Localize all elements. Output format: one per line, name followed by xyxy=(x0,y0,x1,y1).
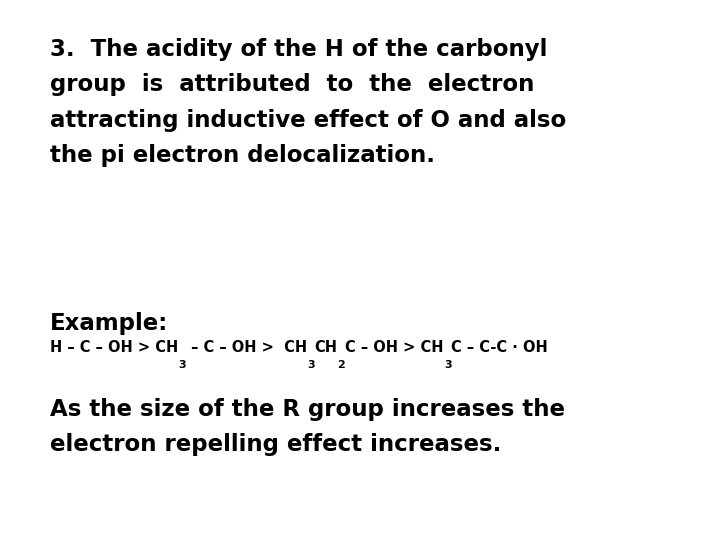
Text: H – C – OH > CH: H – C – OH > CH xyxy=(50,340,179,355)
Text: electron repelling effect increases.: electron repelling effect increases. xyxy=(50,434,501,456)
Text: As the size of the R group increases the: As the size of the R group increases the xyxy=(50,398,565,421)
Text: Example:: Example: xyxy=(50,312,168,335)
Text: 3: 3 xyxy=(444,361,451,370)
Text: group  is  attributed  to  the  electron: group is attributed to the electron xyxy=(50,73,534,97)
Text: C – OH > CH: C – OH > CH xyxy=(346,340,444,355)
Text: 3: 3 xyxy=(179,361,186,370)
Text: the pi electron delocalization.: the pi electron delocalization. xyxy=(50,145,435,167)
Text: 3.  The acidity of the H of the carbonyl: 3. The acidity of the H of the carbonyl xyxy=(50,38,547,61)
Text: C – C-C · OH: C – C-C · OH xyxy=(451,340,548,355)
Text: attracting inductive effect of O and also: attracting inductive effect of O and als… xyxy=(50,109,566,132)
Text: 3: 3 xyxy=(307,361,315,370)
Text: CH: CH xyxy=(315,340,338,355)
Text: 2: 2 xyxy=(338,361,346,370)
Text: – C – OH >  CH: – C – OH > CH xyxy=(186,340,307,355)
